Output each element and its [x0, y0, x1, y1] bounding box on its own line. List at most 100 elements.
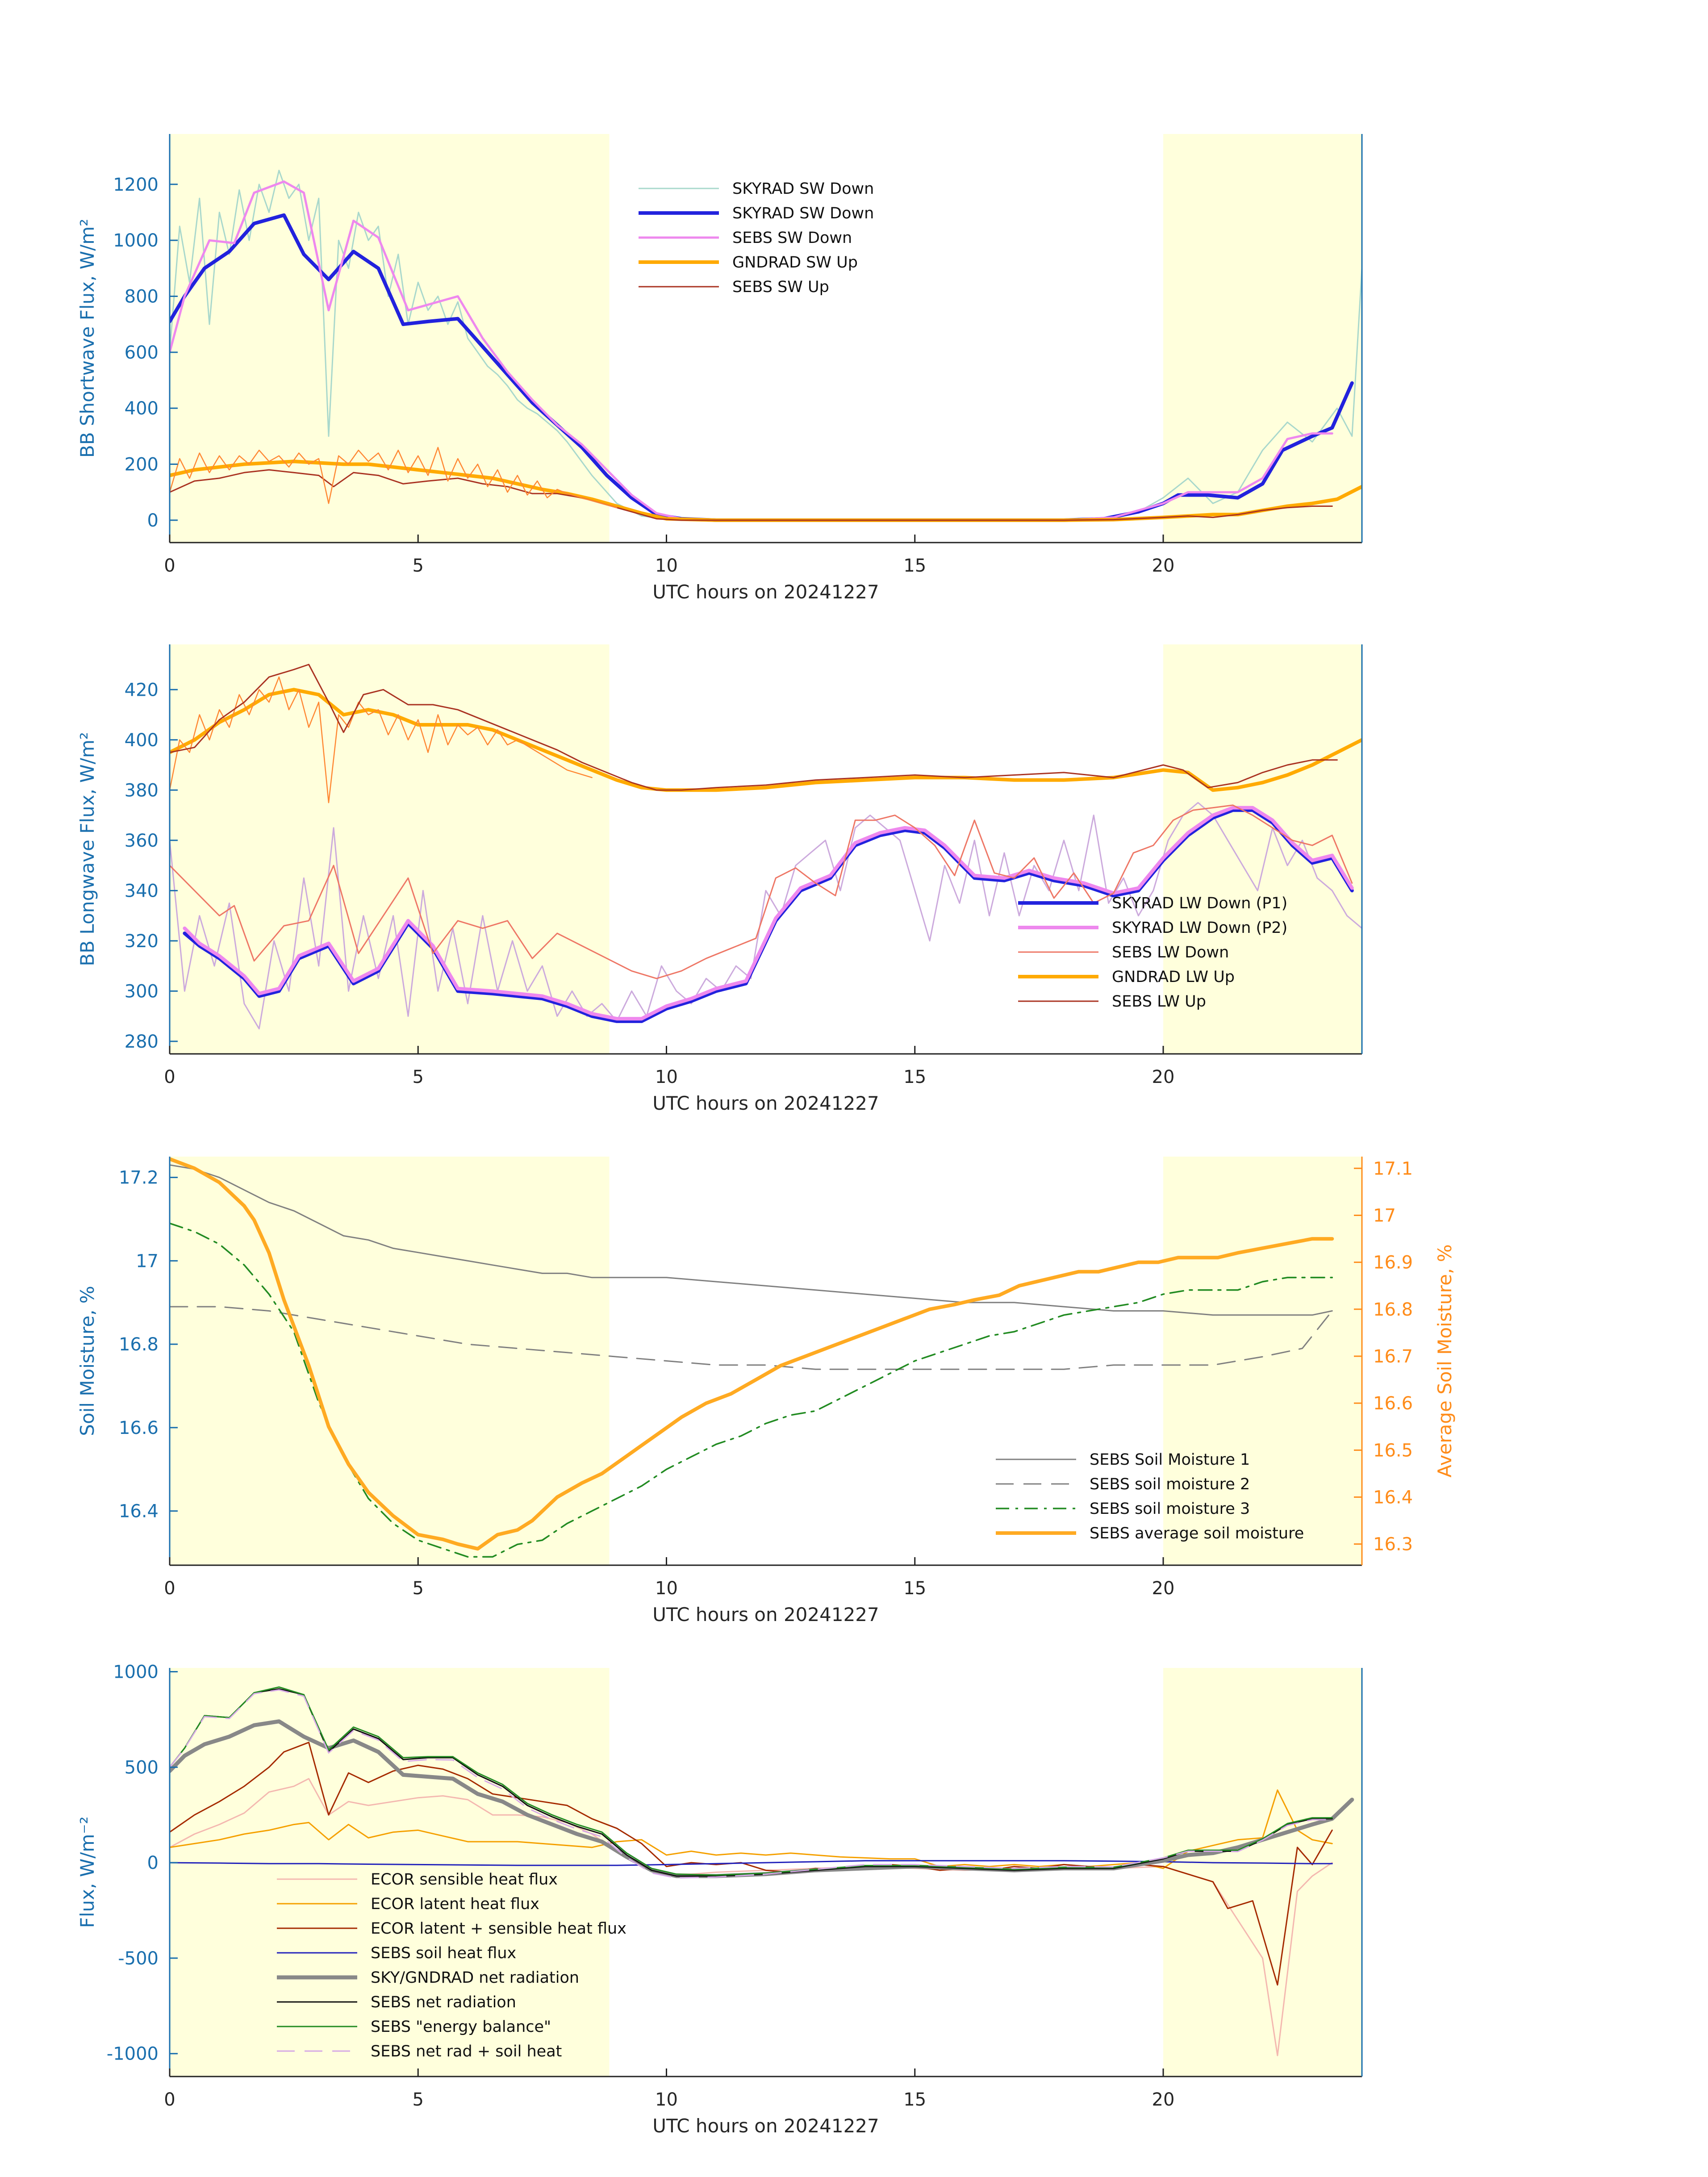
x-tick-label-2: 10	[655, 556, 678, 576]
legend-label-1: SEBS soil moisture 2	[1090, 1475, 1250, 1493]
legend: ECOR sensible heat flux ECOR latent heat …	[277, 1871, 626, 2060]
legend-label-3: SEBS soil heat flux	[371, 1944, 516, 1962]
y-tick-label-2: 320	[125, 931, 159, 952]
y-tick-label-1: 16.6	[119, 1418, 159, 1438]
series-line-2	[170, 1742, 1333, 1986]
shade-region-1	[1163, 1668, 1362, 2077]
series-line-6	[170, 664, 1338, 791]
y-tick-label-6: 1200	[113, 175, 159, 195]
y-axis-label: Flux, W/m⁻²	[76, 1817, 98, 1928]
x-axis-label: UTC hours on 20241227	[652, 581, 879, 603]
legend-label-1: ECOR latent heat flux	[371, 1895, 539, 1913]
legend: SKYRAD LW Down (P1) SKYRAD LW Down (P2) SE…	[1018, 894, 1287, 1011]
legend-label-3: SEBS LW Down	[1112, 944, 1229, 961]
series-line-1	[170, 1789, 1333, 1869]
series-line-5	[170, 676, 593, 803]
series-line-7	[170, 1689, 1333, 1879]
y-tick-label-7: 420	[125, 680, 159, 700]
x-tick-label-0: 0	[164, 1578, 175, 1599]
legend-label-5: SEBS net radiation	[371, 1993, 516, 2011]
x-tick-label-3: 15	[903, 1578, 926, 1599]
y-tick-label-2: 400	[125, 398, 159, 419]
legend: SKYRAD SW Down SKYRAD SW Down SEBS SW Down…	[639, 180, 874, 296]
x-tick-label-1: 5	[413, 2089, 424, 2110]
shade-region-0	[170, 134, 610, 543]
y-right-tick-label-8: 17.1	[1373, 1158, 1413, 1179]
y-axis-label: BB Longwave Flux, W/m²	[76, 732, 98, 966]
x-tick-label-3: 15	[903, 1067, 926, 1087]
legend-label-1: SKYRAD SW Down	[732, 205, 874, 222]
legend-label-2: SEBS soil moisture 3	[1090, 1500, 1250, 1518]
y-tick-label-2: 0	[147, 1853, 159, 1873]
legend-label-2: SKYRAD LW Down (P2)	[1112, 919, 1287, 937]
shade-region-0	[170, 1668, 610, 2077]
legend-label-3: GNDRAD SW Up	[732, 254, 858, 272]
x-tick-label-2: 10	[655, 1067, 678, 1087]
x-tick-label-1: 5	[413, 1578, 424, 1599]
x-tick-label-1: 5	[413, 1067, 424, 1087]
x-axis-label: UTC hours on 20241227	[652, 2115, 879, 2137]
x-tick-label-4: 20	[1152, 2089, 1175, 2110]
y-tick-label-0: 0	[147, 510, 159, 531]
shade-region-0	[170, 1157, 610, 1565]
energy-flux-chart: 0 5 10 15 20 UTC hours on 20241227 -1000 -500 0 5…	[76, 1662, 1363, 2137]
y-right-tick-label-2: 16.5	[1373, 1440, 1413, 1461]
longwave-flux-chart: 0 5 10 15 20 UTC hours on 20241227 280 300 320 34…	[76, 644, 1363, 1114]
legend-label-6: SEBS LW Up	[1112, 993, 1206, 1011]
legend-label-7: SEBS net rad + soil heat	[371, 2043, 562, 2060]
legend-label-4: SKY/GNDRAD net radiation	[371, 1969, 579, 1987]
y-tick-label-3: 600	[125, 343, 159, 363]
x-tick-label-0: 0	[164, 2089, 175, 2110]
x-tick-label-0: 0	[164, 1067, 175, 1087]
y-right-tick-label-4: 16.7	[1373, 1346, 1413, 1367]
x-tick-label-0: 0	[164, 556, 175, 576]
y-tick-label-6: 400	[125, 730, 159, 751]
y-tick-label-0: -1000	[107, 2044, 159, 2064]
legend-label-4: SEBS SW Up	[732, 278, 829, 296]
y-right-tick-label-6: 16.9	[1373, 1253, 1413, 1273]
legend-label-0: ECOR sensible heat flux	[371, 1871, 558, 1889]
y-tick-label-3: 340	[125, 881, 159, 901]
y-tick-label-5: 380	[125, 780, 159, 801]
legend-label-0: SEBS Soil Moisture 1	[1090, 1451, 1250, 1469]
y-axis-label: Soil Moisture, %	[76, 1286, 98, 1436]
y-right-tick-label-0: 16.3	[1373, 1534, 1413, 1555]
series-line-2	[183, 806, 1354, 1021]
legend-label-2: ECOR latent + sensible heat flux	[371, 1920, 626, 1938]
x-axis-label: UTC hours on 20241227	[652, 1604, 879, 1625]
legend-label-2: SEBS SW Down	[732, 229, 852, 247]
y-tick-label-1: 200	[125, 455, 159, 475]
y-tick-label-0: 280	[125, 1032, 159, 1052]
x-tick-label-4: 20	[1152, 556, 1175, 576]
series-line-4	[170, 1719, 1354, 1878]
x-tick-label-4: 20	[1152, 1067, 1175, 1087]
y-right-tick-label-1: 16.4	[1373, 1488, 1413, 1508]
y-tick-label-4: 800	[125, 286, 159, 307]
y-tick-label-4: 1000	[113, 1662, 159, 1683]
y-tick-label-3: 500	[125, 1757, 159, 1778]
x-tick-label-2: 10	[655, 1578, 678, 1599]
series-line-1	[170, 1306, 1333, 1370]
y-tick-label-0: 16.4	[119, 1501, 159, 1522]
series-line-3	[170, 804, 1353, 979]
y-right-axis-label: Average Soil Moisture, %	[1434, 1244, 1456, 1477]
series-line-5	[170, 447, 618, 508]
y-tick-label-1: -500	[118, 1948, 159, 1969]
y-tick-label-2: 16.8	[119, 1334, 159, 1355]
x-tick-label-4: 20	[1152, 1578, 1175, 1599]
series-line-4	[170, 688, 1362, 792]
y-tick-label-4: 360	[125, 831, 159, 851]
shade-region-1	[1163, 134, 1362, 543]
y-tick-label-1: 300	[125, 981, 159, 1002]
legend: SEBS Soil Moisture 1 SEBS soil moisture 2…	[996, 1451, 1304, 1542]
shortwave-flux-chart: 0 5 10 15 20 UTC hours on 20241227 0 200 400 600 8…	[76, 134, 1363, 603]
y-right-tick-label-5: 16.8	[1373, 1300, 1413, 1320]
shade-region-1	[1163, 644, 1362, 1054]
y-tick-label-4: 17.2	[119, 1168, 159, 1188]
shade-region-1	[1163, 1157, 1362, 1565]
y-right-tick-label-7: 17	[1373, 1205, 1396, 1226]
x-tick-label-3: 15	[903, 2089, 926, 2110]
legend-label-1: SKYRAD LW Down (P1)	[1112, 894, 1287, 912]
y-axis-label: BB Shortwave Flux, W/m²	[76, 219, 98, 458]
